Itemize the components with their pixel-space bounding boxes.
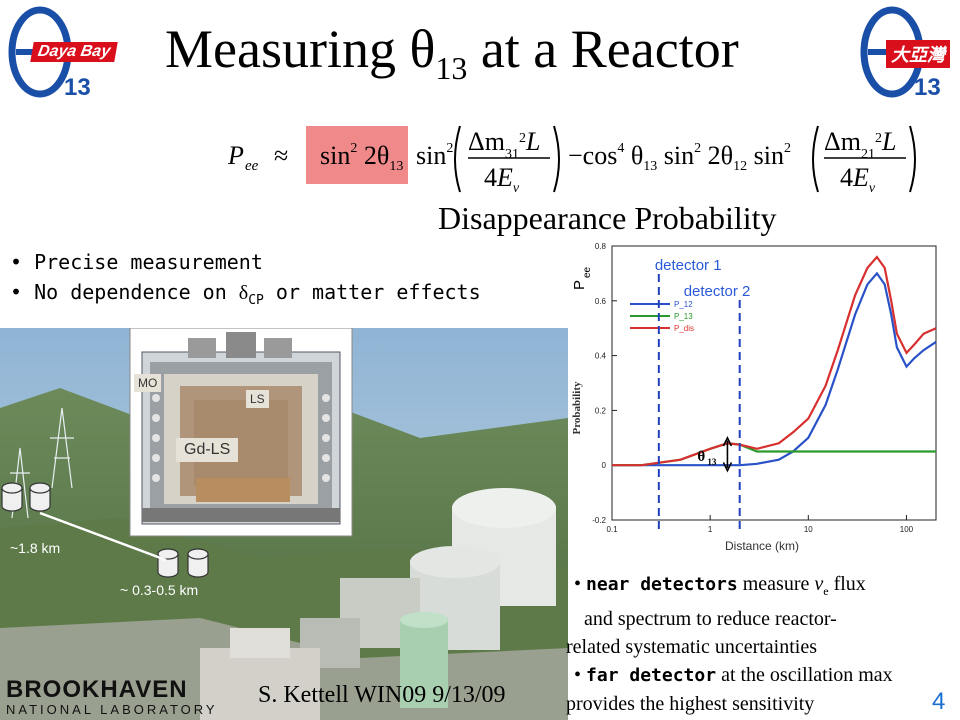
bnl-logo-top: BROOKHAVEN [6,676,188,703]
svg-text:Δm212L: Δm212L [824,127,896,162]
formula-graphic: P ee ≈ sin2 2θ13 sin2 Δm312L 4Eν −cos4 θ… [228,125,916,196]
formula-lhs: P [228,141,244,170]
formula-lhs-sub: ee [245,158,259,174]
svg-text:4Eν: 4Eν [840,163,876,196]
gdls-label: Gd-LS [176,438,239,462]
note-line: related systematic uncertainties [566,636,818,658]
y-axis-label: Probability [571,381,583,434]
chart-svg: -0.2 0 0.2 0.4 0.6 0.8 0.1 1 10 100 P_12 P_13 P_dis d… [571,242,937,553]
daya-bay-logo-left: Daya Bay 13 [2,6,120,101]
logo-number: 13 [64,74,91,101]
daya-bay-logo-right: 大亞灣 13 [842,6,960,101]
bullet-list: • Precise measurement • No dependence on… [10,250,481,310]
site-illustration [0,328,568,720]
y-tick-label: 0 [602,461,607,470]
legend-label: P_dis [674,324,694,333]
theta13-arrowhead-up [722,435,733,447]
pee-formula: P ee ≈ sin2 2θ13 sin2 Δm312L 4Eν −cos4 θ… [228,118,928,198]
detector-1-label: detector 1 [655,257,722,274]
bnl-logo: BROOKHAVEN NATIONAL LABORATORY [6,678,254,720]
theta13-label: θ [697,449,705,465]
note-line: • far detector at the oscillation max [574,664,893,686]
x-tick-label: 1 [708,525,713,534]
x-axis-label: Distance (km) [725,539,799,553]
logo-badge: 大亞灣 [886,40,950,68]
mo-label: MO [134,374,162,392]
note-line: and spectrum to reduce reactor- [584,608,837,630]
formula-approx: ≈ [274,141,288,170]
note-line: provides the highest sensitivity [566,693,815,715]
bullet-item: • Precise measurement [10,250,263,274]
page-number: 4 [932,688,946,715]
y-tick-label: 0.2 [595,406,607,415]
svg-text:sin2: sin2 [416,141,453,170]
svg-text:Δm312L: Δm312L [468,127,540,162]
legend-label: P_12 [674,300,693,309]
theta13-arrowhead-down [722,462,733,473]
near-distance-label: ~ 0.3-0.5 km [120,582,199,598]
x-tick-label: 10 [804,525,813,534]
logo-number: 13 [914,74,941,101]
ls-label: LS [246,390,269,408]
author-date: S. Kettell WIN09 9/13/09 [258,682,506,708]
series-line-P_12 [612,271,937,467]
svg-text:−cos4 θ13 sin2 2θ12 sin2: −cos4 θ13 sin2 2θ12 sin2 [568,141,791,174]
probability-chart: -0.2 0 0.2 0.4 0.6 0.8 0.1 1 10 100 P_12 P_13 P_dis d… [566,238,960,556]
series-line-P_dis [612,255,937,467]
footer: BROOKHAVEN NATIONAL LABORATORY S. Kettel… [0,676,960,720]
note-line: • near detectors measure νe flux [574,573,866,598]
formula-highlight [306,126,408,184]
legend-label: P_13 [674,312,693,321]
reactor-site-photo: MO LS Gd-LS ~1.8 km ~ 0.3-0.5 km [0,328,568,720]
theta13-label-sub: 13 [707,457,717,467]
slide-title: Measuring θ13 at a Reactor [165,19,739,86]
pee-axis-label-sub: ee [582,266,593,278]
svg-text:4Eν: 4Eν [484,163,520,196]
detector-notes: • near detectors measure νe flux and spe… [566,570,960,718]
y-tick-label: 0.8 [595,242,607,251]
x-tick-label: 100 [900,525,914,534]
plot-frame [611,245,937,521]
x-tick-label: 0.1 [606,525,618,534]
y-tick-label: 0.4 [595,352,607,361]
y-tick-label: -0.2 [592,516,606,525]
disappearance-probability-heading: Disappearance Probability [438,200,777,236]
bnl-logo-bottom: NATIONAL LABORATORY [6,702,218,717]
pee-axis-label: P [571,280,588,290]
detector-2-label: detector 2 [684,283,751,300]
bullet-item: • No dependence on δCP or matter effects [10,280,481,308]
logo-badge: Daya Bay [30,42,118,62]
y-tick-label: 0.6 [595,297,607,306]
svg-text:sin2 2θ13: sin2 2θ13 [320,141,403,174]
far-distance-label: ~1.8 km [10,540,61,556]
